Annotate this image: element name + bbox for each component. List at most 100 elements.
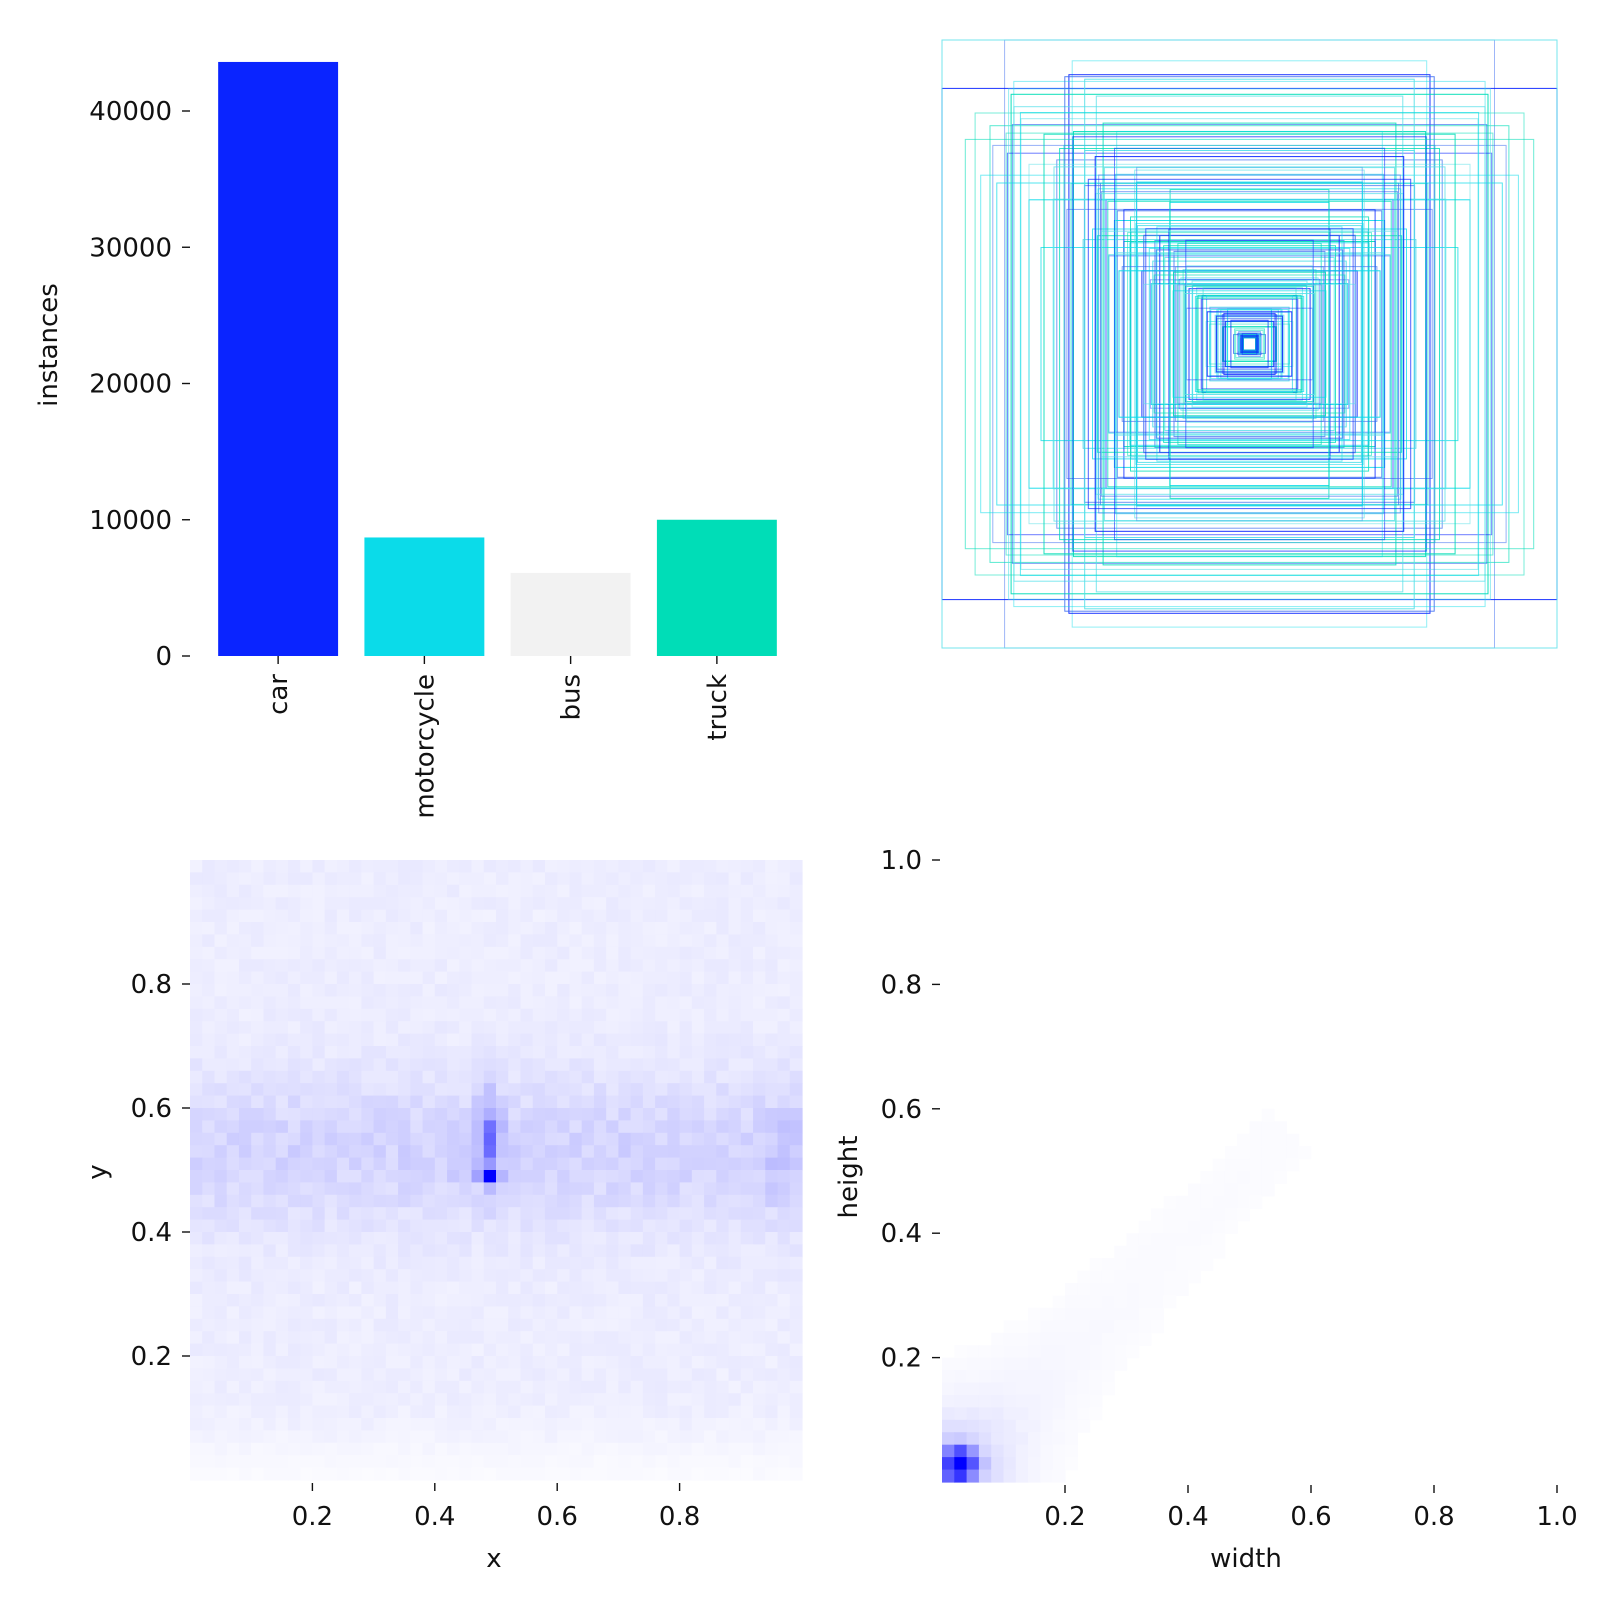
wh-heatmap-cell	[1175, 1245, 1189, 1259]
xy-heatmap-cell	[459, 1083, 473, 1097]
xy-heatmap-cell	[716, 1157, 730, 1171]
xy-heatmap-cell	[226, 860, 240, 873]
xy-heatmap-cell	[753, 1033, 766, 1047]
xy-heatmap-cell	[324, 984, 338, 997]
xy-heatmap-cell	[410, 1405, 424, 1419]
xy-heatmap-cell	[544, 1095, 558, 1109]
xy-heatmap-cell	[716, 971, 730, 985]
xy-heatmap-cell	[667, 1232, 681, 1245]
xy-heatmap-cell	[434, 1046, 448, 1059]
xy-heatmap-cell	[190, 1157, 203, 1171]
xy-heatmap-cell	[508, 1021, 522, 1035]
overlay-box	[1043, 133, 1456, 555]
xy-heatmap-cell	[349, 984, 362, 997]
xy-heatmap-cell	[312, 1182, 326, 1196]
xy-heatmap-cell	[214, 1058, 228, 1072]
overlay-box	[1068, 74, 1431, 614]
xy-heatmap-cell	[361, 1269, 375, 1283]
xy-heatmap-cell	[777, 1095, 791, 1109]
bar-y-tick-label: 30000	[89, 233, 172, 263]
xy-heatmap-cell	[238, 971, 252, 985]
xy-heatmap-cell	[336, 1070, 350, 1084]
xy-heatmap-cell	[287, 1393, 301, 1407]
xy-heatmap-cell	[691, 884, 705, 898]
xy-heatmap-cell	[667, 922, 681, 935]
xy-heatmap-cell	[373, 1058, 387, 1072]
xy-heatmap-cell	[324, 971, 338, 985]
xy-heatmap-cell	[349, 1380, 362, 1394]
overlay-box	[1180, 277, 1319, 411]
xy-heatmap-cell	[740, 1430, 754, 1444]
xy-heatmap-cell	[642, 1393, 656, 1407]
xy-heatmap-cell	[777, 1244, 791, 1258]
xy-heatmap-cell	[287, 984, 301, 997]
xy-heatmap-cell	[226, 1244, 240, 1258]
xy-heatmap-cell	[593, 1058, 607, 1072]
xy-heatmap-cell	[190, 1132, 203, 1146]
xy-heatmap-cell	[190, 1008, 203, 1022]
xy-heatmap-cell	[312, 1356, 326, 1369]
xy-heatmap-cell	[691, 1380, 705, 1394]
xy-heatmap-cell	[422, 1021, 436, 1035]
xy-heatmap-cell	[740, 1194, 754, 1208]
xy-heatmap-cell	[190, 860, 203, 873]
xy-heatmap-cell	[740, 872, 754, 886]
overlay-box	[1153, 274, 1346, 414]
xy-heatmap-cell	[691, 1269, 705, 1283]
overlay-box	[1087, 178, 1412, 510]
xy-heatmap-cell	[287, 1430, 301, 1444]
wh-heatmap-cell	[1003, 1357, 1017, 1371]
xy-heatmap-cell	[777, 884, 791, 898]
xy-heatmap-cell	[300, 1120, 313, 1134]
xy-heatmap-cell	[569, 1393, 583, 1407]
xy-heatmap-cell	[593, 1442, 607, 1456]
xy-heatmap-cell	[753, 922, 766, 935]
xy-heatmap-cell	[496, 909, 509, 923]
xy-heatmap-cell	[373, 1008, 387, 1022]
xy-heatmap-cell	[447, 1145, 460, 1159]
xy-heatmap-cell	[410, 1095, 424, 1109]
xy-heatmap-cell	[373, 1442, 387, 1456]
xy-heatmap-cell	[398, 1393, 411, 1407]
xy-heatmap-cell	[496, 872, 509, 886]
wh-heatmap-cell	[954, 1457, 968, 1471]
xy-heatmap-cell	[789, 922, 803, 935]
xy-heatmap-cell	[312, 1343, 326, 1357]
xy-heatmap-cell	[496, 1430, 509, 1444]
xy-heatmap-cell	[606, 897, 619, 911]
overlay-box	[1242, 337, 1257, 351]
xy-heatmap-cell	[385, 1132, 399, 1146]
xy-heatmap-cell	[275, 1356, 289, 1369]
box-overlay-panel	[941, 39, 1558, 649]
xy-heatmap-cell	[312, 1455, 326, 1469]
xy-heatmap-cell	[226, 1442, 240, 1456]
xy-heatmap-cell	[691, 1430, 705, 1444]
xy-heatmap-cell	[508, 1008, 522, 1022]
wh-heatmap-cell	[954, 1357, 968, 1371]
xy-heatmap-cell	[287, 872, 301, 886]
xy-heatmap-cell	[753, 1120, 766, 1134]
xy-heatmap-cell	[508, 1194, 522, 1208]
xy-heatmap-cell	[581, 884, 595, 898]
xy-heatmap-cell	[263, 1058, 277, 1072]
wh-heatmap-cell	[1151, 1233, 1164, 1247]
xy-heatmap-cell	[789, 1170, 803, 1183]
xy-heatmap-cell	[275, 996, 289, 1010]
xy-heatmap-cell	[410, 884, 424, 898]
xy-heatmap-cell	[422, 1442, 436, 1456]
xy-heatmap-cell	[581, 1170, 595, 1183]
xy-heatmap-cell	[373, 860, 387, 873]
xy-heatmap-cell	[716, 1132, 730, 1146]
xy-heatmap-cell	[214, 959, 228, 973]
xy-heatmap-cell	[606, 1306, 619, 1320]
xy-heatmap-cell	[251, 860, 265, 873]
xy-heatmap-cell	[581, 971, 595, 985]
xy-heatmap-cell	[214, 1256, 228, 1270]
xy-heatmap-cell	[410, 1194, 424, 1208]
xy-heatmap-cell	[606, 1194, 619, 1208]
xy-heatmap-cell	[373, 996, 387, 1010]
wh-heatmap-cell	[1089, 1357, 1103, 1371]
xy-heatmap-cell	[447, 1095, 460, 1109]
xy-heatmap-cell	[422, 946, 436, 960]
xy-heatmap-cell	[190, 1070, 203, 1084]
